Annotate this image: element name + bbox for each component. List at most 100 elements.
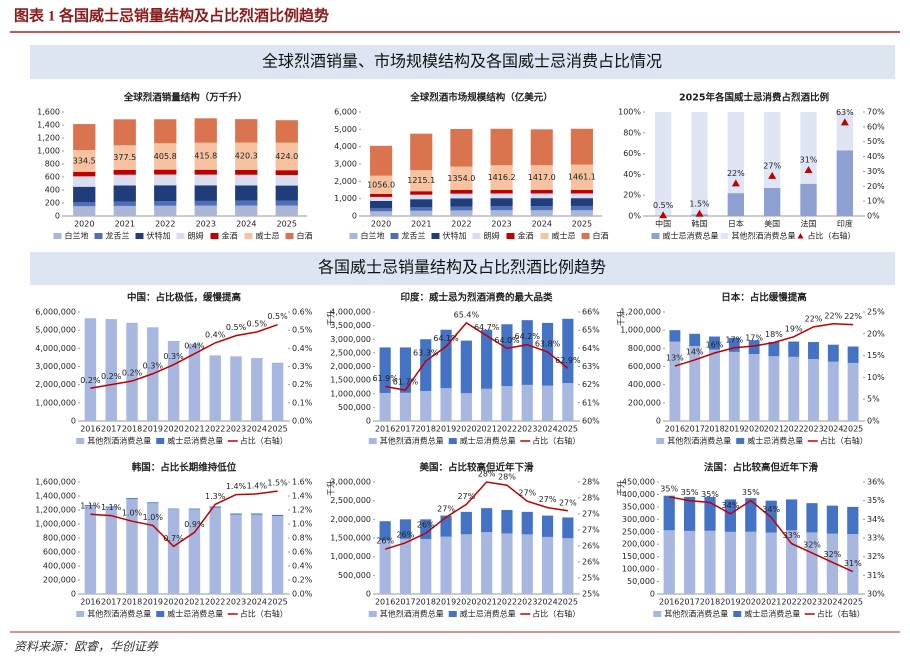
bar-segment [410, 199, 433, 208]
bar-segment [154, 169, 177, 175]
legend-label: 其他烈酒消费总量 [380, 436, 444, 446]
bar-segment [570, 193, 593, 199]
x-tick-label: 2019 [720, 598, 740, 607]
bar-segment [73, 150, 96, 172]
bar-segment [541, 385, 554, 421]
bar-segment [235, 142, 258, 170]
bar-segment [691, 112, 708, 215]
bar-value-label: 1215.1 [407, 176, 435, 185]
bar-segment [410, 207, 433, 211]
legend-marker [540, 233, 549, 239]
y-tick-label: 1,500,000 [330, 534, 371, 543]
bar-segment [827, 344, 839, 362]
bar-segment [209, 355, 221, 421]
x-tick-label: 2025 [267, 425, 287, 434]
x-tick-label: 2023 [226, 598, 246, 607]
y-tick-label: 2,000,000 [330, 362, 371, 371]
legend-marker [581, 233, 590, 239]
y2-tick-label: 50% [867, 137, 885, 146]
bar-segment [230, 356, 242, 421]
y-tick-label: 4,000,000 [35, 344, 76, 353]
y-tick-label: 0 [55, 212, 60, 221]
y2-tick-label: 1.0% [292, 520, 313, 529]
x-tick-label: 2020 [163, 425, 183, 434]
y-tick-label: 2,000,000 [35, 380, 76, 389]
y-axis-label: 千升 [326, 480, 336, 496]
line-value-label: 27% [559, 498, 577, 507]
legend-label: 威士忌消费总量 [460, 609, 516, 619]
y-tick-label: 5,000 [334, 125, 357, 134]
line-value-label: 14% [686, 347, 704, 356]
y2-tick-label: 60% [867, 122, 885, 131]
bar-segment [541, 322, 554, 386]
bar-segment [530, 129, 553, 166]
x-tick-label: 2021 [761, 598, 781, 607]
bar-segment [235, 205, 258, 216]
line-value-label: 33% [783, 531, 801, 540]
bar-segment [399, 519, 412, 539]
bar-segment [154, 205, 177, 216]
bar-segment [275, 200, 298, 206]
line-value-label: 17% [745, 334, 763, 343]
bar-segment [481, 508, 493, 533]
bar-segment [521, 511, 533, 535]
x-tick-label: 2017 [685, 425, 705, 434]
bar-segment [209, 507, 221, 594]
legend-marker [94, 233, 103, 239]
section-title: 各国威士忌销量结构及占比烈酒比例趋势 [318, 258, 606, 277]
bar-segment [370, 211, 393, 216]
y2-tick-label: 1.4% [292, 492, 313, 501]
y2-tick-label: 36% [867, 478, 885, 487]
bar-segment [450, 206, 473, 211]
x-tick-label: 印度 [837, 219, 853, 229]
x-tick-label: 2023 [226, 425, 246, 434]
bar-segment [126, 323, 138, 421]
line-value-label: 22% [805, 314, 823, 323]
legend-marker [176, 233, 185, 239]
y2-tick-label: 40% [867, 152, 885, 161]
x-tick-label: 2016 [659, 598, 679, 607]
y-tick-label: 0 [352, 212, 357, 221]
line-series [385, 321, 569, 391]
bar-segment [271, 363, 284, 421]
bar-segment [727, 193, 745, 216]
x-tick-label: 2020 [741, 598, 761, 607]
line-value-label: 64.0% [494, 336, 520, 345]
x-tick-label: 2023 [517, 425, 537, 434]
bar-segment [570, 164, 593, 190]
bar-segment [763, 187, 781, 216]
line-value-label: 16% [706, 340, 724, 349]
line-value-label: 64.1% [433, 334, 459, 343]
bar-segment [410, 210, 433, 216]
y2-tick-label: 20% [867, 182, 885, 191]
bar-segment [370, 196, 393, 201]
bar-segment [379, 392, 391, 421]
line-value-label: 63.8% [535, 339, 561, 348]
x-tick-label: 2018 [700, 598, 720, 607]
legend-marker [368, 611, 377, 617]
y-tick-label: 250,000 [622, 527, 655, 536]
bar-segment [105, 506, 117, 508]
y2-tick-label: 15% [867, 351, 885, 360]
bar-segment [530, 210, 553, 216]
bar-segment [728, 337, 740, 352]
bar-segment [748, 340, 760, 355]
x-tick-label: 2017 [101, 598, 121, 607]
line-value-label: 35% [660, 484, 678, 493]
bar-segment [194, 169, 217, 175]
bar-segment [420, 539, 432, 594]
bar-segment [105, 319, 117, 421]
bar-segment [410, 170, 433, 192]
y-tick-label: 2,500,000 [330, 348, 371, 357]
bar-segment [399, 538, 412, 594]
legend-label: 威士忌 [256, 231, 280, 241]
y-tick-label: 450,000 [622, 478, 655, 487]
chart-title: 印度：威士忌为烈酒消费的最大品类 [400, 292, 553, 304]
bar-segment [763, 112, 781, 188]
x-tick-label: 2018 [704, 425, 724, 434]
bar-segment [654, 112, 672, 216]
y-tick-label: 4,000,000 [330, 308, 371, 317]
line-value-label: 65.4% [454, 310, 480, 319]
scatter-value-label: 1.5% [689, 199, 710, 208]
bar-segment [275, 205, 298, 216]
